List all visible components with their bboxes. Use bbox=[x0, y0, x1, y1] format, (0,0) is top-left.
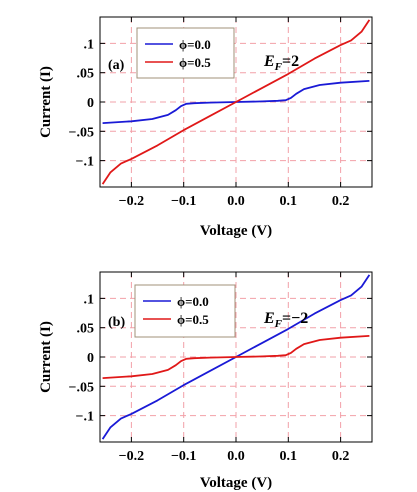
y-tick-label: −.1 bbox=[76, 155, 94, 170]
y-tick-label: 0 bbox=[87, 96, 94, 111]
fermi-energy-symbol: E bbox=[263, 53, 275, 70]
fermi-energy-label: EF=2 bbox=[263, 53, 299, 73]
y-tick-label: −.1 bbox=[76, 410, 94, 425]
legend-entry-0: ϕ=0.0 bbox=[179, 37, 211, 52]
legend-entry-1: ϕ=0.5 bbox=[179, 55, 211, 70]
panel-label: (b) bbox=[108, 315, 125, 330]
x-axis-label: Voltage (V) bbox=[200, 223, 272, 239]
y-axis-label: Current (I) bbox=[38, 321, 54, 393]
fermi-energy-symbol: E bbox=[263, 310, 275, 327]
series-line-1 bbox=[102, 335, 370, 379]
chart-panel-b: −0.2 −0.1 0.0 0.1 0.2 .1 .05 0 −.05 −.1 Voltage (V… bbox=[38, 271, 373, 491]
legend-box bbox=[134, 284, 236, 338]
fermi-energy-label: EF=−2 bbox=[263, 310, 308, 330]
x-tick-label: 0.0 bbox=[227, 449, 245, 464]
y-tick-label: −.05 bbox=[69, 125, 94, 140]
x-tick-label: 0.0 bbox=[227, 194, 245, 209]
fermi-energy-subscript: F bbox=[274, 318, 283, 330]
y-tick-label: 0 bbox=[87, 351, 94, 366]
x-tick-label: 0.2 bbox=[332, 194, 350, 209]
y-tick-label: .1 bbox=[84, 37, 95, 52]
y-tick-label: .1 bbox=[84, 292, 95, 307]
fermi-energy-value: =−2 bbox=[282, 310, 308, 327]
legend-box bbox=[136, 27, 235, 79]
x-tick-label: 0.1 bbox=[280, 449, 298, 464]
y-axis-label: Current (I) bbox=[38, 66, 54, 138]
fermi-energy-subscript: F bbox=[274, 61, 283, 73]
panel-label: (a) bbox=[108, 58, 125, 73]
x-tick-label: −0.1 bbox=[171, 449, 196, 464]
x-tick-label: −0.1 bbox=[171, 194, 196, 209]
y-tick-label: −.05 bbox=[69, 380, 94, 395]
x-tick-label: −0.2 bbox=[119, 194, 144, 209]
x-tick-label: −0.2 bbox=[119, 449, 144, 464]
x-tick-label: 0.2 bbox=[332, 449, 350, 464]
y-tick-label: .05 bbox=[77, 322, 95, 337]
y-tick-label: .05 bbox=[77, 67, 95, 82]
legend-entry-0: ϕ=0.0 bbox=[177, 294, 209, 309]
legend-entry-1: ϕ=0.5 bbox=[177, 312, 209, 327]
x-tick-label: 0.1 bbox=[280, 194, 298, 209]
series-line-1 bbox=[101, 19, 371, 185]
chart-panel-a: −0.2 −0.1 0.0 0.1 0.2 .1 .05 0 −.05 −.1 Voltage (V… bbox=[38, 16, 373, 239]
fermi-energy-value: =2 bbox=[282, 53, 299, 70]
x-axis-label: Voltage (V) bbox=[200, 475, 272, 491]
